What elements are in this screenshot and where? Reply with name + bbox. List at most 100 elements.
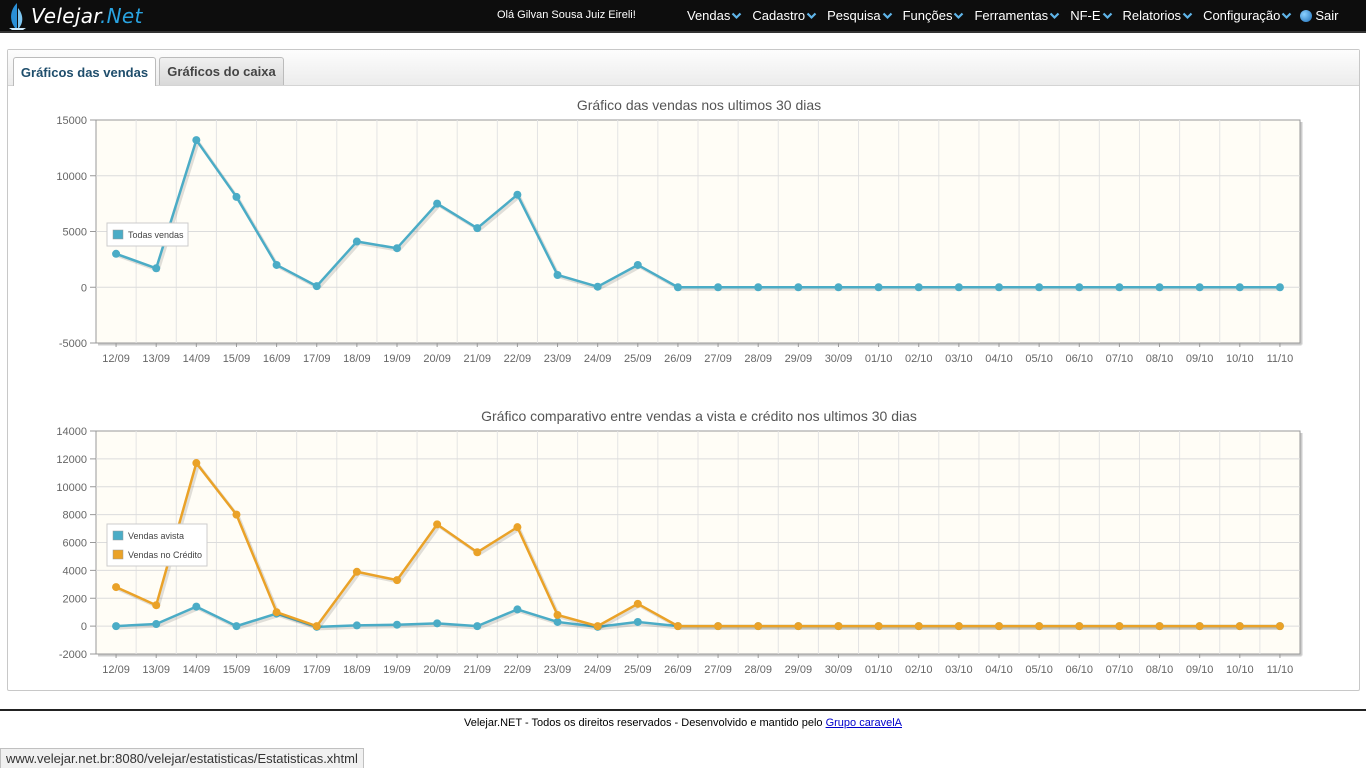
x-tick-label: 12/09: [102, 664, 130, 676]
x-tick-label: 22/09: [504, 664, 532, 676]
menu-pesquisa[interactable]: Pesquisa: [827, 8, 892, 23]
logout-button[interactable]: Sair: [1300, 8, 1339, 23]
x-tick-label: 28/09: [744, 353, 772, 365]
x-tick-label: 08/10: [1146, 353, 1174, 365]
data-point: [473, 622, 482, 631]
chevron-down-icon: [1102, 12, 1112, 20]
x-tick-label: 19/09: [383, 353, 411, 365]
data-point: [152, 620, 161, 629]
y-tick-label: 6000: [63, 538, 87, 550]
chevron-down-icon: [1282, 12, 1292, 20]
menu-ferramentas[interactable]: Ferramentas: [974, 8, 1060, 23]
x-tick-label: 09/10: [1186, 664, 1214, 676]
chevron-down-icon: [806, 12, 817, 20]
data-point: [995, 283, 1003, 292]
y-tick-label: 2000: [63, 593, 87, 605]
data-point: [393, 576, 401, 585]
y-tick-label: 8000: [63, 510, 87, 522]
legend-swatch: [112, 549, 124, 560]
x-tick-label: 09/10: [1186, 353, 1214, 365]
menu-label: Relatorios: [1122, 8, 1182, 23]
data-point: [192, 459, 201, 468]
data-point: [553, 610, 562, 619]
x-tick-label: 21/09: [464, 664, 492, 676]
charts-canvas: 15000 10000 5000 0 -5000 12/09 13/09 14/09 15/09…: [56, 115, 1303, 676]
tab-graficos-caixa[interactable]: Gráficos do caixa: [159, 57, 284, 85]
x-tick-label: 24/09: [584, 664, 612, 676]
data-point: [352, 237, 361, 246]
x-tick-label: 19/09: [383, 664, 411, 676]
main-menu: Vendas Cadastro Pesquisa Funções Ferramentas…: [682, 0, 1339, 31]
menu-vendas[interactable]: Vendas: [687, 8, 742, 23]
y-tick-label: 12000: [56, 454, 87, 466]
y-tick-label: 5000: [63, 227, 87, 239]
menu-label: Vendas: [687, 8, 731, 23]
y-tick-label: 4000: [63, 565, 87, 577]
y-tick-label: 0: [81, 621, 87, 633]
data-point: [794, 283, 803, 292]
logo[interactable]: Velejar.Net: [6, 2, 143, 30]
data-point: [714, 622, 723, 631]
x-tick-label: 21/09: [464, 353, 492, 365]
x-tick-label: 30/09: [825, 353, 853, 365]
chevron-down-icon: [732, 12, 742, 20]
x-tick-label: 04/10: [985, 353, 1013, 365]
series-line-1: [115, 138, 1280, 289]
data-point: [1275, 622, 1284, 631]
x-tick-label: 03/10: [945, 353, 973, 365]
menu-cadastro[interactable]: Cadastro: [752, 8, 817, 23]
chart-2: 14000 12000 10000 8000 6000 4000 2000 0 -2000 12/…: [56, 426, 1303, 676]
footer-divider: [0, 709, 1366, 711]
data-point: [874, 622, 883, 631]
x-tick-label: 01/10: [865, 353, 893, 365]
tab-graficos-vendas[interactable]: Gráficos das vendas: [13, 57, 156, 86]
data-point: [1035, 622, 1044, 631]
menu-relatorios[interactable]: Relatorios: [1123, 8, 1194, 23]
legend-box: [106, 523, 208, 567]
x-tick-label: 15/09: [223, 353, 251, 365]
data-point: [513, 190, 522, 199]
data-point: [914, 622, 923, 631]
globe-icon: [1300, 9, 1313, 22]
footer-link-grupo-caravela[interactable]: Grupo caravelA: [825, 717, 902, 729]
chart-title-vendas: Gráfico das vendas nos ultimos 30 dias: [576, 97, 822, 113]
footer: Velejar.NET - Todos os direitos reservad…: [0, 717, 1366, 729]
x-tick-label: 07/10: [1106, 664, 1134, 676]
legend-label: Vendas no Crédito: [128, 550, 202, 560]
logo-text: Velejar: [31, 4, 100, 28]
x-tick-label: 06/10: [1066, 353, 1094, 365]
x-tick-label: 20/09: [423, 664, 451, 676]
x-tick-label: 29/09: [785, 353, 813, 365]
x-tick-label: 23/09: [544, 353, 572, 365]
x-tick-label: 12/09: [102, 353, 130, 365]
data-point: [754, 283, 763, 292]
series-line-2: [115, 461, 1280, 628]
menu-label: Configuração: [1203, 8, 1281, 23]
y-tick-label: 15000: [56, 115, 87, 127]
tab-bar: Gráficos das vendas Gráficos do caixa: [8, 50, 1359, 86]
x-tick-label: 03/10: [945, 664, 973, 676]
data-point: [473, 224, 482, 233]
x-tick-label: 14/09: [183, 664, 211, 676]
data-point: [995, 622, 1003, 631]
menu-nfe[interactable]: NF-E: [1070, 8, 1112, 23]
data-point: [714, 283, 723, 292]
menu-configuracao[interactable]: Configuração: [1203, 8, 1292, 23]
menu-label: NF-E: [1070, 8, 1101, 23]
x-tick-label: 11/10: [1267, 353, 1294, 365]
x-tick-label: 01/10: [865, 664, 893, 676]
data-point: [232, 510, 241, 519]
data-point: [673, 283, 682, 292]
data-point: [954, 622, 963, 631]
x-tick-label: 02/10: [905, 664, 933, 676]
x-tick-label: 26/09: [664, 664, 692, 676]
data-point: [754, 622, 763, 631]
data-point: [874, 283, 883, 292]
x-tick-label: 22/09: [504, 353, 532, 365]
menu-funcoes[interactable]: Funções: [903, 8, 965, 23]
data-point: [1195, 283, 1204, 292]
legend-box: [106, 222, 189, 247]
data-point: [1235, 622, 1244, 631]
data-point: [834, 283, 843, 292]
data-point: [954, 283, 963, 292]
